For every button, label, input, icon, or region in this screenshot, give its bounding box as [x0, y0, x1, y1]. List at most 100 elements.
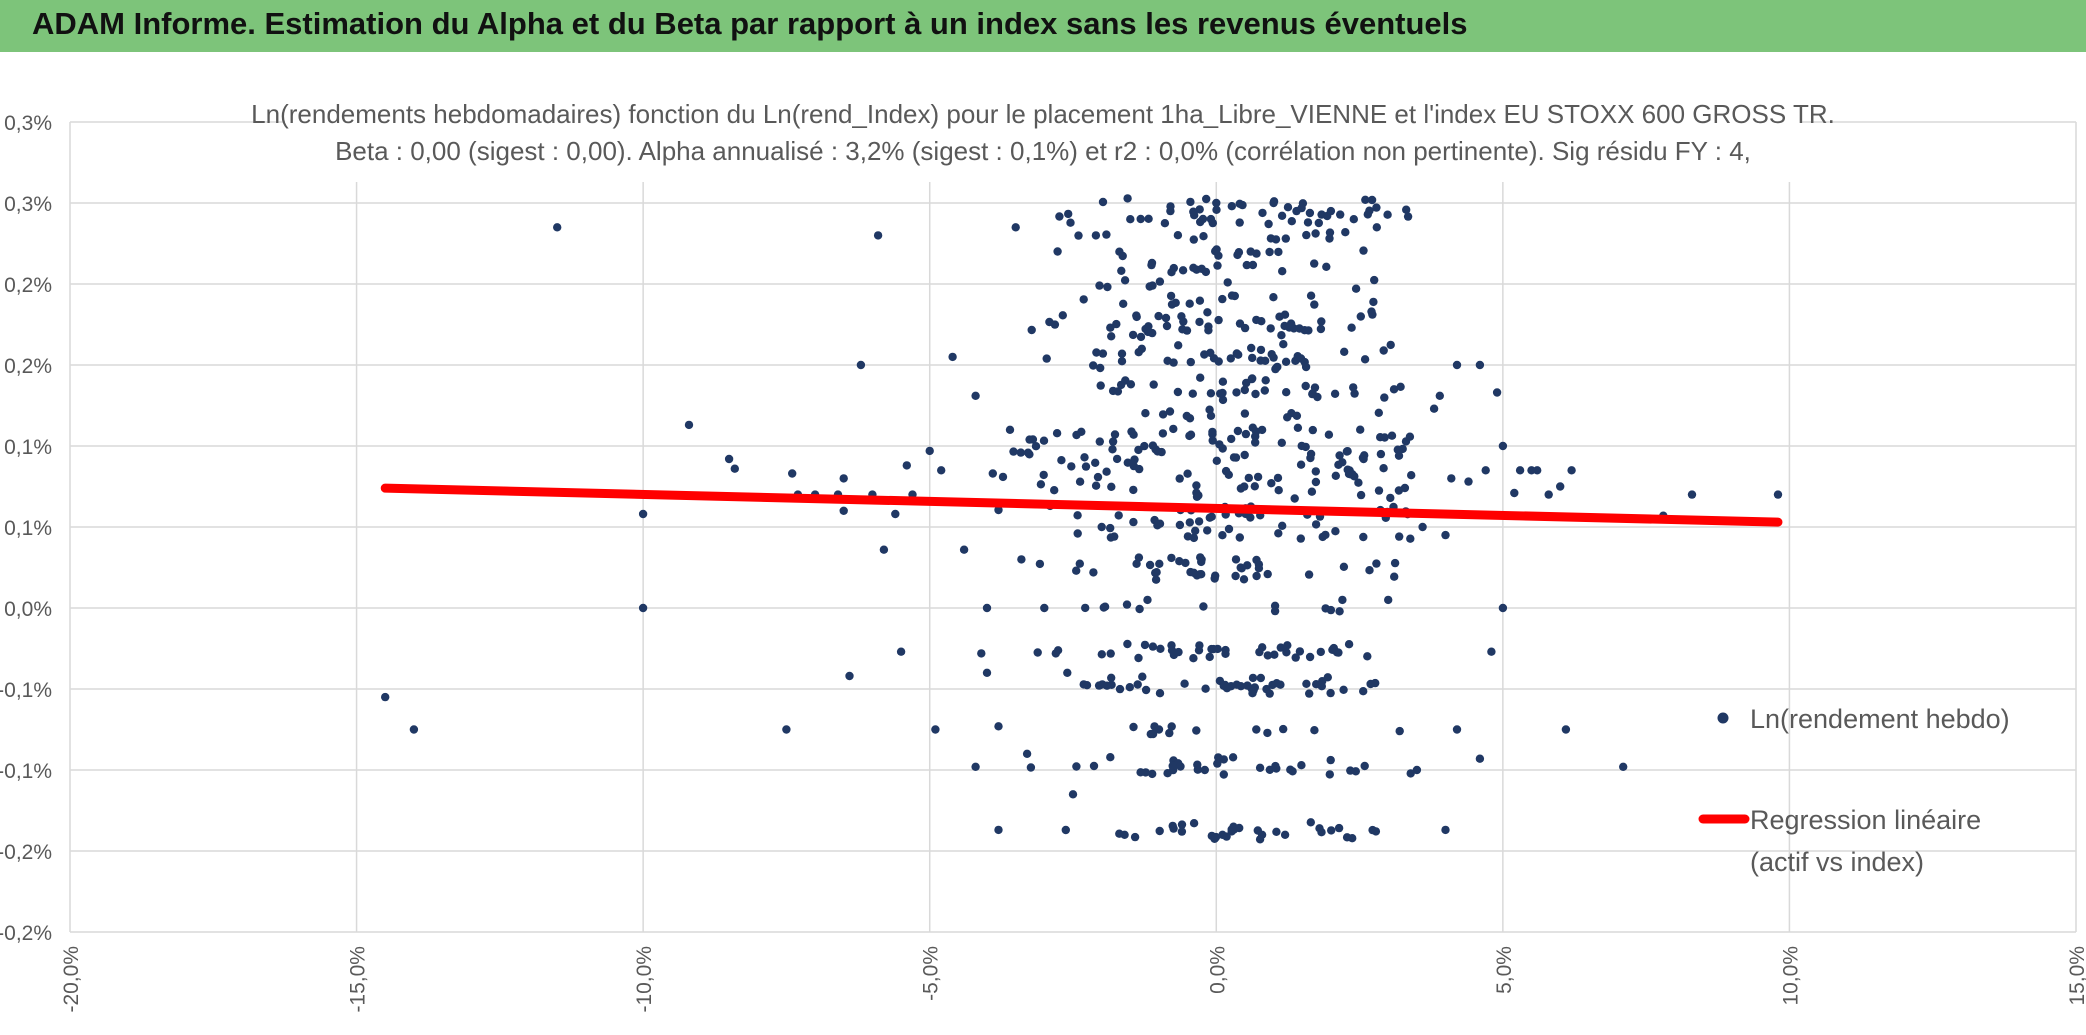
data-point [1251, 427, 1261, 436]
data-point [1367, 195, 1377, 205]
data-point [1567, 466, 1576, 475]
data-point [1229, 825, 1239, 834]
data-point [1347, 323, 1356, 332]
data-point [1356, 490, 1366, 500]
data-point [1218, 444, 1227, 453]
data-point [1190, 211, 1199, 220]
data-point [1447, 474, 1456, 483]
data-point [1326, 605, 1336, 615]
data-point [1349, 215, 1359, 224]
data-point [1144, 322, 1153, 331]
data-point [1218, 294, 1227, 304]
data-point [1297, 761, 1306, 770]
data-point [1005, 425, 1015, 434]
data-point [1317, 210, 1326, 219]
data-point [1173, 387, 1183, 397]
data-point [1274, 486, 1283, 495]
data-point [1081, 603, 1090, 613]
data-point [1106, 649, 1115, 658]
data-point [1240, 450, 1249, 460]
x-tick-label: 5,0% [1493, 946, 1516, 994]
legend-point-marker [1717, 712, 1729, 724]
data-point [1282, 648, 1291, 657]
data-point [1222, 684, 1232, 693]
data-point [1248, 689, 1257, 698]
data-point [1256, 345, 1266, 355]
data-point [1169, 358, 1178, 367]
data-point [1120, 276, 1130, 285]
data-point [1135, 604, 1144, 614]
data-point [1221, 649, 1230, 658]
data-point [1360, 761, 1369, 771]
data-point [1186, 197, 1195, 207]
data-point [1079, 295, 1088, 304]
data-point [988, 469, 997, 478]
data-point [1136, 332, 1146, 342]
data-point [1349, 383, 1358, 392]
data-point [1207, 512, 1216, 521]
axes: 0,3% 0,3% 0,2% 0,2% 0,1% 0,1% 0,0% -0,1% -0,1% -0… [0, 112, 2086, 1013]
x-tick-label: 15,0% [2066, 946, 2086, 1006]
data-point [1251, 438, 1260, 447]
data-point [845, 671, 854, 681]
data-point [1167, 268, 1176, 277]
data-point [1185, 431, 1194, 441]
data-point [1406, 534, 1415, 543]
data-point [1141, 768, 1150, 777]
data-point [1452, 725, 1462, 734]
data-point [1074, 231, 1083, 240]
x-tick-label: -15,0% [347, 946, 370, 1013]
data-point [1255, 647, 1264, 657]
data-point [1063, 668, 1072, 677]
data-point [1277, 211, 1287, 220]
data-point [971, 762, 980, 771]
data-point [1267, 350, 1276, 359]
data-point [1025, 450, 1034, 459]
data-point [1117, 357, 1127, 366]
data-point [1128, 330, 1138, 340]
data-point [1108, 445, 1117, 454]
data-point [1045, 317, 1054, 327]
data-point [1068, 790, 1078, 799]
data-point [1182, 411, 1192, 421]
data-point [553, 223, 562, 232]
data-point [1151, 575, 1161, 584]
data-point [896, 647, 906, 656]
data-point [1178, 325, 1187, 334]
data-point [1464, 477, 1473, 486]
data-point [1290, 494, 1299, 503]
data-point [1202, 194, 1211, 204]
data-point [1452, 360, 1462, 370]
data-point [1380, 393, 1389, 402]
data-point [1096, 363, 1105, 373]
data-point [1498, 441, 1508, 451]
data-point [856, 360, 866, 370]
data-point [1135, 464, 1144, 474]
data-point [1394, 486, 1404, 495]
data-point [1265, 765, 1275, 774]
legend: Ln(rendement hebdo) Regression linéaire … [1698, 704, 2010, 877]
data-point [994, 722, 1003, 731]
data-point [1360, 355, 1370, 364]
data-point [1265, 247, 1274, 257]
data-point [1093, 472, 1103, 482]
data-point [1316, 647, 1326, 657]
data-point [1386, 340, 1395, 350]
x-tick-label: -20,0% [60, 946, 83, 1013]
data-point [1155, 277, 1165, 286]
legend-label-points: Ln(rendement hebdo) [1750, 704, 2010, 734]
data-point [1183, 532, 1193, 541]
y-tick-label: 0,0% [4, 598, 52, 621]
data-point [1203, 526, 1212, 535]
data-point [1272, 764, 1281, 773]
data-point [1253, 826, 1263, 835]
data-point [1039, 470, 1048, 480]
data-point [381, 692, 390, 702]
data-point [982, 668, 992, 677]
data-point [1130, 455, 1139, 464]
data-point [1167, 641, 1176, 650]
data-point [1331, 527, 1340, 536]
chart-background [0, 52, 2086, 1035]
data-point [1248, 673, 1258, 683]
data-point [1247, 374, 1257, 384]
